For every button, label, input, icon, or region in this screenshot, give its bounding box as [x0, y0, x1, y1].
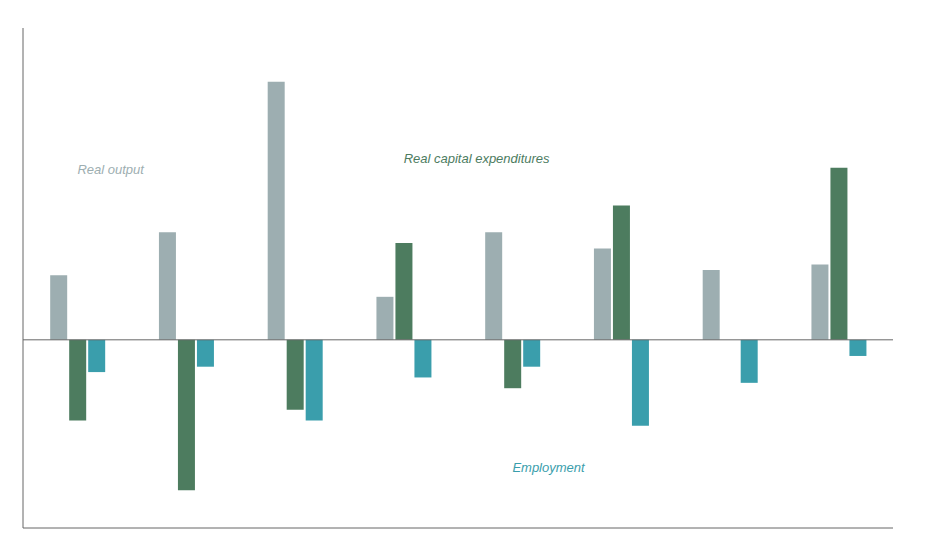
svg-text:Real capital expenditures: Real capital expenditures: [404, 151, 550, 166]
svg-text:Real output: Real output: [77, 162, 145, 177]
svg-text:Employment: Employment: [512, 460, 586, 475]
